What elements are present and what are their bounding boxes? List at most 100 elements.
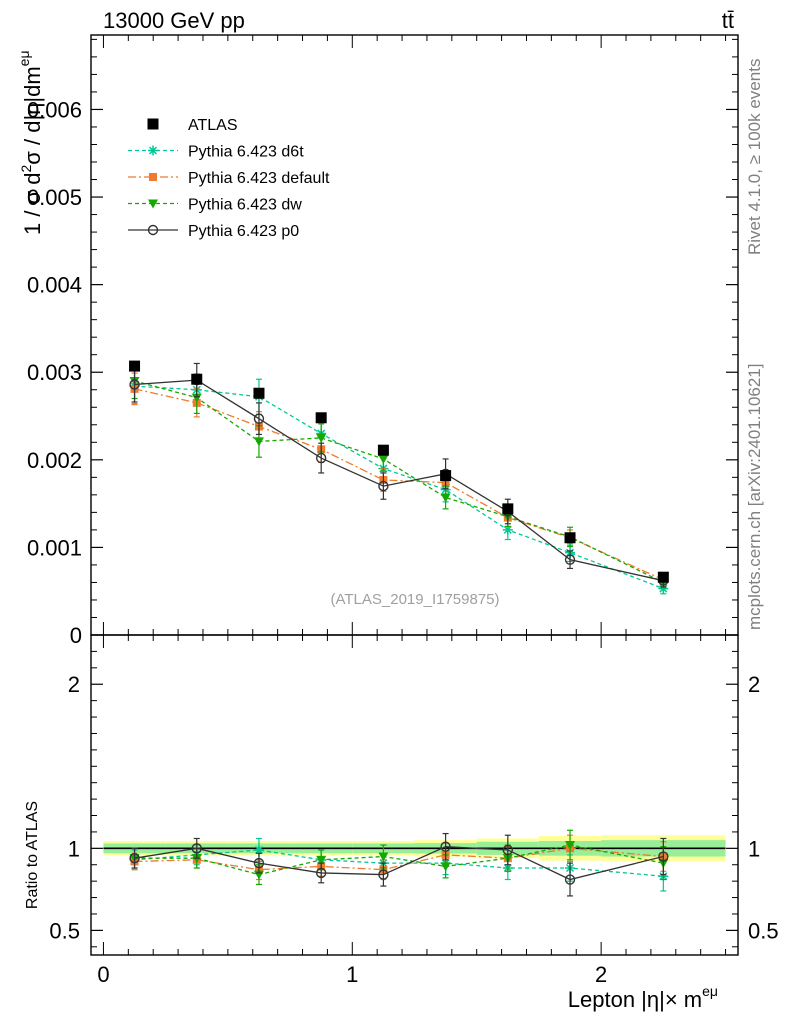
x-label-part-a: Lepton |η|× m — [568, 987, 702, 1012]
y-label-part-a: 1 / σ d — [20, 173, 45, 236]
data-point — [253, 413, 265, 424]
main-y-tick-label: 0.002 — [27, 448, 82, 473]
x-tick-label: 1 — [346, 962, 358, 987]
ratio-y-tick-label-right: 1 — [748, 836, 760, 861]
x-tick-label: 0 — [97, 962, 109, 987]
data-point — [191, 393, 202, 403]
x-tick-label: 2 — [595, 962, 607, 987]
data-point — [129, 360, 141, 372]
data-point — [378, 480, 389, 492]
legend-label: Pythia 6.423 default — [188, 170, 330, 187]
data-point — [564, 532, 576, 544]
series-line — [134, 849, 664, 877]
series-line — [134, 847, 664, 871]
ratio-y-tick-label-left: 1 — [68, 836, 80, 861]
data-point — [502, 503, 514, 515]
data-point — [440, 841, 451, 852]
main-y-tick-label: 0.006 — [27, 97, 82, 122]
data-point — [191, 843, 202, 854]
data-point — [440, 862, 451, 872]
legend: ATLAS Pythia 6.423 d6t Pythia 6.423 defaul… — [128, 117, 330, 240]
data-point — [315, 867, 327, 879]
legend-marker — [149, 173, 157, 181]
legend-marker — [147, 118, 159, 130]
x-tick-labels: 0 1 2 — [97, 962, 607, 987]
main-y-tick-label: 0.004 — [27, 273, 82, 298]
data-point — [315, 412, 327, 424]
data-point — [440, 493, 451, 503]
data-point — [658, 583, 669, 594]
ratio-plot-border — [90, 634, 739, 956]
ratio-axis-ticks — [91, 635, 738, 955]
data-point — [564, 554, 576, 565]
data-point — [502, 524, 513, 535]
data-point — [316, 433, 327, 443]
data-point — [253, 857, 265, 869]
series-pythia-6-423-p0 — [129, 362, 669, 588]
legend-item: Pythia 6.423 p0 — [128, 223, 299, 240]
main-y-tick-label: 0.001 — [27, 535, 82, 560]
y-label-superscript-emu: eμ — [16, 50, 32, 66]
ratio-y-tick-label-right: 0.5 — [748, 918, 779, 943]
legend-label: Pythia 6.423 p0 — [188, 223, 299, 240]
data-point — [315, 452, 327, 464]
series-pythia-6-423-default — [130, 372, 668, 586]
main-series-group — [129, 360, 669, 595]
data-point — [129, 852, 140, 864]
x-label-superscript-emu: eμ — [702, 983, 718, 999]
legend-marker — [148, 199, 158, 209]
main-y-tick-label: 0 — [70, 623, 82, 648]
ratio-y-tick-labels: 0.5 0.5 1 1 2 2 — [49, 672, 778, 943]
x-axis-label: Lepton |η|× meμ — [568, 983, 718, 1012]
ratio-y-tick-label-left: 2 — [68, 672, 80, 697]
series-pythia-6-423-p0 — [129, 832, 669, 897]
main-axis-ticks — [91, 35, 738, 636]
data-point — [657, 571, 669, 583]
ratio-series-group — [129, 829, 669, 897]
data-point — [565, 841, 576, 851]
data-point — [564, 874, 576, 885]
legend-label: ATLAS — [188, 117, 238, 134]
legend-item: Pythia 6.423 d6t — [128, 144, 304, 161]
legend-item: ATLAS — [147, 117, 238, 134]
series-pythia-6-423-d6t — [129, 368, 669, 595]
data-point — [191, 373, 203, 385]
data-point — [502, 844, 514, 856]
legend-marker — [148, 145, 158, 156]
data-point — [377, 444, 389, 456]
data-point — [253, 387, 265, 399]
data-point — [316, 855, 327, 865]
main-y-tick-label: 0.005 — [27, 185, 82, 210]
y-label-part-c: σ / d|η|dm — [20, 66, 45, 164]
legend-marker — [147, 224, 159, 236]
ratio-y-axis-label: Ratio to ATLAS — [24, 801, 41, 909]
data-point — [440, 470, 452, 482]
ratio-y-tick-label-left: 0.5 — [49, 918, 80, 943]
ratio-plot-frame — [90, 634, 739, 956]
data-point — [658, 851, 669, 862]
legend-item: Pythia 6.423 default — [128, 170, 330, 187]
main-y-tick-label: 0.003 — [27, 360, 82, 385]
legend-item: Pythia 6.423 dw — [128, 197, 302, 214]
analysis-watermark: (ATLAS_2019_I1759875) — [330, 591, 499, 608]
y-label-superscript-2: 2 — [18, 165, 34, 173]
data-point — [129, 379, 140, 390]
series-line — [134, 380, 664, 584]
ratio-y-tick-label-right: 2 — [748, 672, 760, 697]
data-point — [378, 852, 389, 862]
data-point — [378, 869, 389, 880]
series-pythia-6-423-dw — [129, 362, 669, 589]
legend-label: Pythia 6.423 dw — [188, 197, 302, 214]
mcplots-label: mcplots.cern.ch [arXiv:2401.10621] — [745, 364, 764, 630]
series-atlas — [129, 360, 669, 583]
data-point — [378, 454, 389, 464]
rivet-version-label: Rivet 4.1.0, ≥ 100k events — [745, 59, 764, 255]
data-point — [253, 437, 264, 447]
energy-label: 13000 GeV pp — [103, 8, 245, 33]
series-line — [134, 385, 664, 590]
main-y-tick-labels: 0 0.001 0.002 0.003 0.004 0.005 0.006 — [27, 97, 82, 648]
series-line — [134, 388, 664, 581]
main-y-axis-label: 1 / σ d2σ / d|η|dmeμ — [16, 50, 45, 235]
legend-label: Pythia 6.423 d6t — [188, 144, 304, 161]
